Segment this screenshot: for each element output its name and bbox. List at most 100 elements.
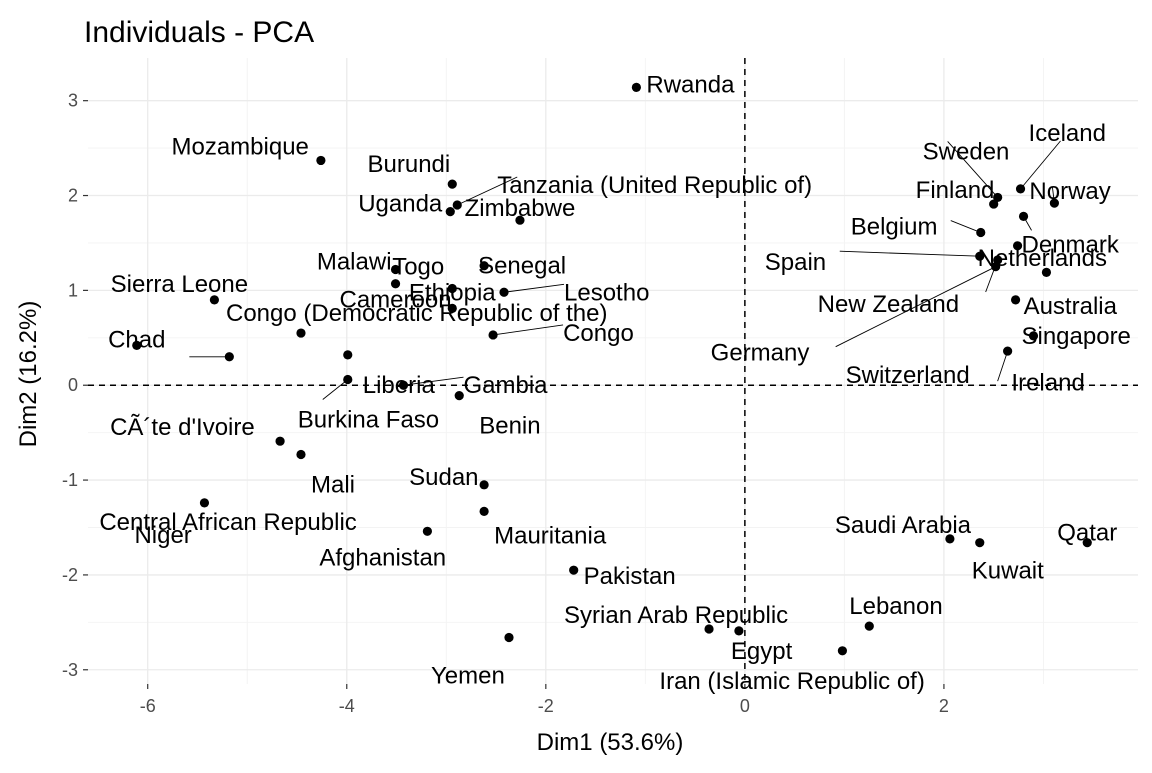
leader-line — [997, 350, 1009, 382]
data-point — [631, 82, 641, 93]
data-point — [1015, 184, 1026, 194]
label-leader-lines — [189, 140, 1061, 400]
y-tick-label: -2 — [62, 565, 78, 585]
point-label: Central African Republic — [99, 509, 356, 536]
data-point — [454, 391, 464, 401]
point-label: Niger — [134, 522, 191, 549]
point-label: Switzerland — [846, 362, 970, 389]
data-point — [975, 538, 985, 548]
point-label: Lebanon — [849, 593, 942, 620]
data-point — [488, 330, 498, 340]
x-tick-label: -2 — [538, 696, 554, 716]
leader-line — [457, 176, 518, 206]
point-label: Mali — [311, 471, 355, 498]
data-point — [1010, 295, 1021, 305]
point-label: Denmark — [1022, 231, 1120, 258]
data-point — [479, 261, 489, 271]
x-tick-label: 2 — [939, 696, 949, 716]
data-point — [1028, 331, 1039, 341]
data-point — [447, 179, 457, 189]
point-label: Egypt — [731, 638, 793, 665]
data-point — [1003, 346, 1013, 356]
data-point — [390, 279, 401, 289]
data-point — [224, 352, 234, 362]
point-label: Singapore — [1021, 323, 1130, 350]
data-point — [275, 436, 285, 446]
point-label: Ethiopia — [409, 279, 496, 306]
point-label: Zimbabwe — [465, 195, 576, 222]
point-label: Burundi — [368, 151, 451, 178]
data-point — [447, 283, 457, 294]
data-point — [398, 380, 409, 390]
data-point — [989, 199, 999, 209]
point-label: Gambia — [463, 372, 548, 399]
point-label: Rwanda — [646, 71, 735, 98]
point-label: New Zealand — [818, 291, 959, 318]
data-point — [316, 155, 326, 166]
data-points — [132, 82, 1092, 656]
point-label: Senegal — [478, 253, 566, 280]
point-label: Afghanistan — [319, 544, 446, 571]
point-label: Tanzania (United Republic of) — [497, 172, 812, 199]
grid-lines — [88, 58, 1138, 684]
point-label: Malawi — [317, 249, 392, 276]
data-point — [504, 632, 514, 643]
y-tick-label: -3 — [62, 660, 78, 680]
point-label: Liberia — [363, 372, 436, 399]
y-tick-label: 1 — [68, 280, 78, 300]
data-point — [343, 350, 353, 360]
y-tick-label: 3 — [68, 91, 78, 111]
leader-line — [322, 379, 349, 400]
point-label: Pakistan — [584, 563, 676, 590]
reference-lines — [88, 58, 1138, 684]
leader-line — [839, 250, 980, 257]
chart-title: Individuals - PCA — [84, 16, 314, 49]
point-label: Iran (Islamic Republic of) — [659, 668, 924, 695]
point-label: Burkina Faso — [298, 407, 439, 434]
data-point — [569, 565, 579, 575]
point-label: Congo (Democratic Republic of the) — [226, 300, 608, 327]
data-point — [975, 251, 985, 261]
data-point — [479, 480, 489, 490]
point-label: Benin — [479, 413, 540, 440]
leader-line — [403, 376, 464, 386]
axis-ticks: -6 -4 -2 0 2 -3 -2 -1 0 1 2 3 — [62, 91, 949, 716]
data-point — [704, 624, 714, 634]
point-label: Ireland — [1011, 369, 1084, 396]
data-point — [452, 200, 462, 210]
point-label: Mozambique — [171, 133, 308, 160]
point-label: Sweden — [923, 138, 1010, 165]
data-point — [734, 626, 744, 636]
data-point — [390, 264, 401, 275]
data-point — [1012, 241, 1023, 251]
leader-line — [493, 324, 564, 336]
point-label: Syrian Arab Republic — [564, 602, 788, 629]
data-point — [209, 295, 219, 305]
point-label: Iceland — [1029, 120, 1106, 147]
x-axis-label: Dim1 (53.6%) — [537, 729, 684, 756]
data-point — [945, 534, 955, 544]
data-point — [837, 646, 848, 656]
point-label: Lesotho — [564, 279, 649, 306]
x-tick-label: 0 — [740, 696, 750, 716]
data-point — [343, 374, 353, 385]
x-tick-label: -4 — [339, 696, 355, 716]
y-tick-label: -1 — [62, 470, 78, 490]
data-point — [1018, 211, 1029, 221]
y-axis-label: Dim2 (16.2%) — [15, 301, 42, 448]
data-point — [296, 449, 306, 460]
leader-line — [503, 283, 565, 293]
point-label: Australia — [1024, 293, 1118, 320]
data-point — [447, 303, 457, 313]
point-label: Chad — [108, 326, 165, 353]
point-label: Norway — [1029, 178, 1110, 205]
point-label: CÃ´te d'Ivoire — [110, 414, 255, 441]
leader-line — [950, 220, 981, 233]
leader-line — [1020, 140, 1061, 190]
point-label: Sierra Leone — [111, 271, 248, 298]
x-tick-label: -6 — [140, 696, 156, 716]
point-label: Yemen — [431, 663, 505, 690]
point-label: Sudan — [409, 464, 478, 491]
